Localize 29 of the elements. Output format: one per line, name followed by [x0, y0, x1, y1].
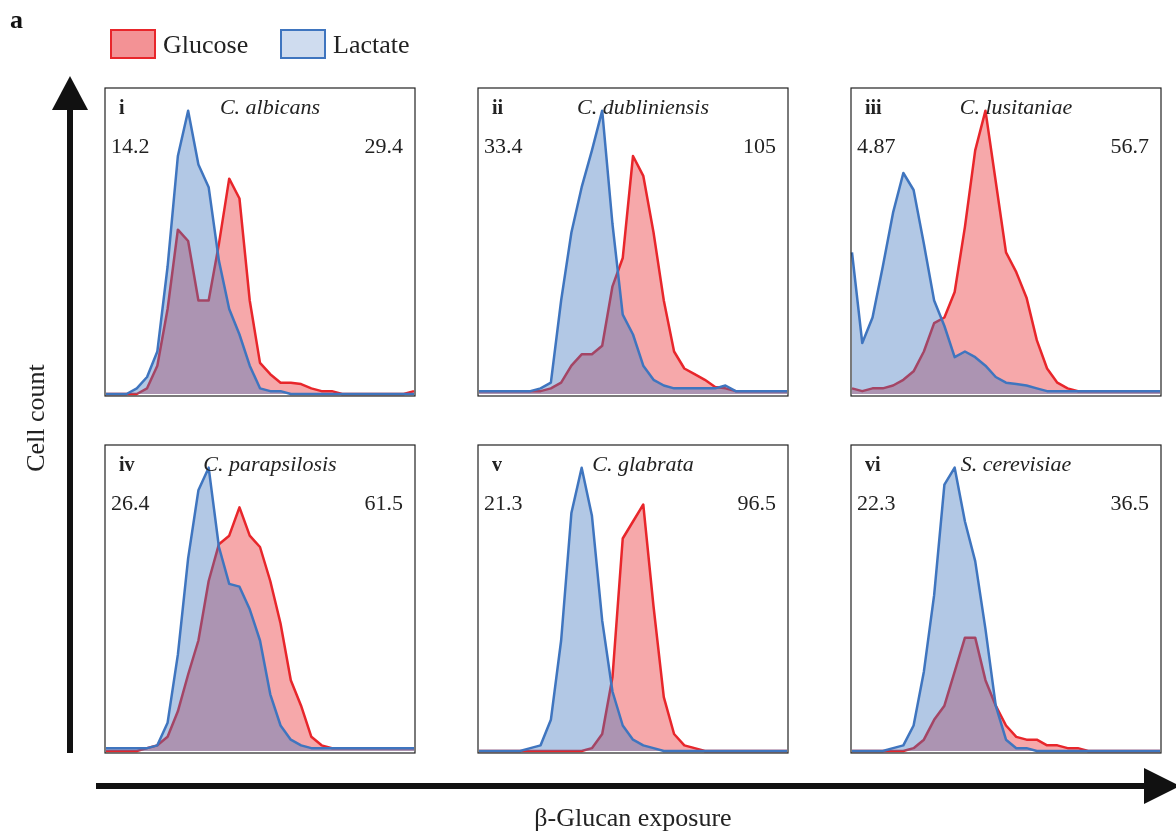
legend-label: Glucose — [163, 30, 249, 59]
annotation: 61.5 — [364, 490, 403, 515]
legend-label: Lactate — [333, 30, 410, 59]
chart-title: S. cerevisiae — [960, 451, 1072, 476]
x-axis-title: β-Glucan exposure — [534, 803, 732, 832]
annotation: 96.5 — [737, 490, 776, 515]
annotation: 56.7 — [1110, 133, 1149, 158]
annotation: 33.4 — [484, 133, 523, 158]
annotation: 26.4 — [111, 490, 150, 515]
annotation: 105 — [743, 133, 776, 158]
annotation: 22.3 — [857, 490, 896, 515]
chart-title: C. lusitaniae — [959, 94, 1073, 119]
annotation: ii — [492, 96, 504, 118]
annotation: 36.5 — [1110, 490, 1149, 515]
annotation: iv — [119, 453, 135, 475]
chart-title: C. dubliniensis — [576, 94, 710, 119]
chart-title: C. parapsilosis — [203, 451, 337, 476]
y-axis-title: Cell count — [21, 363, 50, 472]
annotation: 29.4 — [364, 133, 403, 158]
annotation: i — [119, 96, 125, 118]
annotation: iii — [865, 96, 883, 118]
annotation: 4.87 — [857, 133, 896, 158]
annotation: vi — [865, 453, 881, 475]
annotation: 14.2 — [111, 133, 150, 158]
chart-title: C. glabrata — [592, 451, 694, 476]
annotation: v — [492, 453, 502, 475]
text: a — [10, 5, 23, 34]
chart-title: C. albicans — [219, 94, 321, 119]
annotation: 21.3 — [484, 490, 523, 515]
